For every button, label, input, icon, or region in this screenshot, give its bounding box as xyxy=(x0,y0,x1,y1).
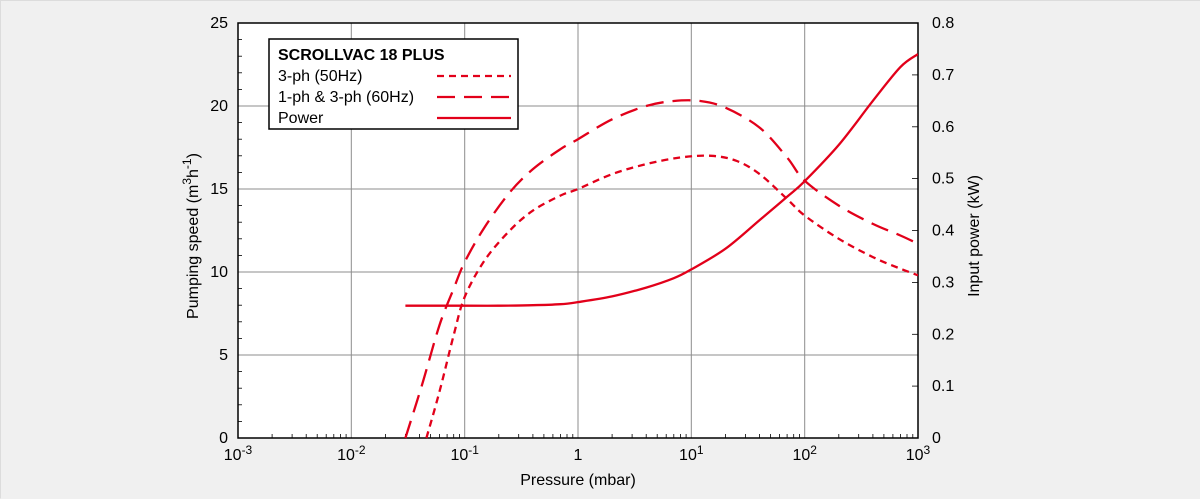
x-tick-label: 1 xyxy=(574,447,583,464)
y-left-tick-label: 5 xyxy=(219,347,228,364)
y-left-axis-title: Pumping speed (m3h-1) xyxy=(180,153,202,319)
grid xyxy=(238,23,918,438)
legend: SCROLLVAC 18 PLUS 3-ph (50Hz) 1-ph & 3-ph … xyxy=(268,38,519,130)
y-right-tick-label: 0.4 xyxy=(932,223,954,240)
y-right-tick-label: 0.7 xyxy=(932,67,954,84)
y-right-tick-label: 0.8 xyxy=(932,15,954,32)
y-right-tick-label: 0.3 xyxy=(932,274,954,291)
y-axis-left: 0 5 10 15 20 25 Pumping speed (m3h-1) xyxy=(180,15,228,447)
y-right-tick-label: 0.1 xyxy=(932,378,954,395)
y-right-axis-title: Input power (kW) xyxy=(966,175,983,297)
legend-entry-label: Power xyxy=(278,110,324,127)
y-right-tick-label: 0 xyxy=(932,430,941,447)
y-left-tick-label: 20 xyxy=(210,98,228,115)
legend-entry-label: 1-ph & 3-ph (60Hz) xyxy=(278,89,414,106)
legend-title: SCROLLVAC 18 PLUS xyxy=(278,47,445,64)
series-2-right xyxy=(405,53,918,307)
y-left-tick-label: 0 xyxy=(219,430,228,447)
y-left-tick-label: 15 xyxy=(210,181,228,198)
plot-frame xyxy=(237,22,919,439)
y-right-tick-label: 0.6 xyxy=(932,119,954,136)
y-left-tick-label: 10 xyxy=(210,264,228,281)
x-axis-title: Pressure (mbar) xyxy=(520,472,636,489)
legend-box xyxy=(268,38,519,130)
series-0-left xyxy=(425,154,918,439)
y-axis-right: 0 0.1 0.2 0.3 0.4 0.5 0.6 0.7 0.8 Input power (kW… xyxy=(932,15,983,447)
legend-entry-label: 3-ph (50Hz) xyxy=(278,68,362,85)
y-left-tick-label: 25 xyxy=(210,15,228,32)
y-right-tick-label: 0.5 xyxy=(932,171,954,188)
y-right-tick-label: 0.2 xyxy=(932,326,954,343)
series-1-left xyxy=(404,99,918,439)
